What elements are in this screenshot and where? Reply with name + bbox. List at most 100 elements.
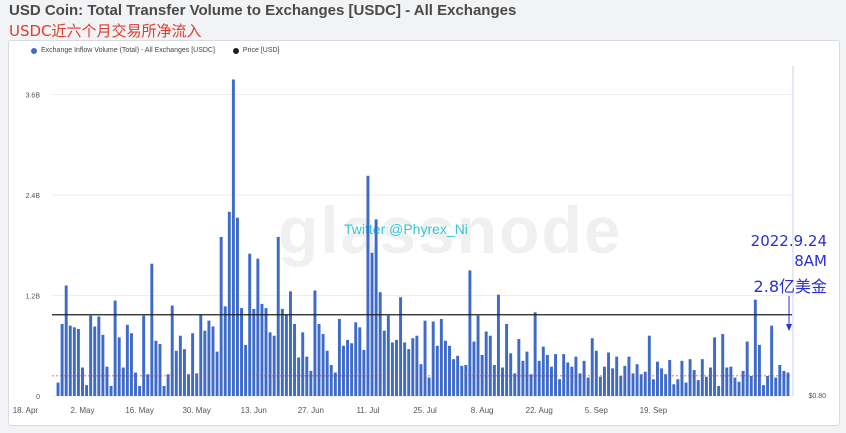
bar (248, 253, 252, 396)
bar (125, 324, 129, 396)
bar (464, 365, 468, 396)
bar (774, 377, 778, 396)
bar (358, 327, 362, 396)
bar (692, 370, 696, 396)
bar (325, 350, 329, 396)
x-tick-label: 19. Sep (640, 406, 668, 415)
bar (594, 350, 598, 396)
bar (676, 379, 680, 396)
bar (431, 321, 435, 396)
bar (154, 340, 158, 396)
bar (574, 356, 578, 396)
watermark-logo: glassnode (278, 193, 623, 267)
bar (366, 175, 370, 396)
bar (651, 379, 655, 396)
bar (529, 374, 533, 396)
bar (733, 377, 737, 396)
bar (395, 339, 398, 396)
bar (684, 382, 688, 396)
bar (142, 315, 146, 396)
x-tick-label: 30. May (182, 406, 210, 415)
bar (562, 354, 566, 396)
bar (60, 323, 64, 396)
bar (778, 365, 782, 396)
bar (280, 308, 284, 396)
bar (668, 359, 672, 396)
bar (354, 322, 358, 396)
x-tick-label: 5. Sep (585, 406, 609, 415)
bar (284, 314, 288, 396)
bar (700, 359, 704, 396)
bar (513, 373, 517, 396)
bar (235, 217, 239, 396)
bar (672, 384, 676, 396)
bar (191, 333, 195, 396)
bar (150, 263, 154, 396)
bar (509, 353, 513, 396)
bar (452, 359, 456, 396)
bar (439, 318, 443, 396)
bar (390, 342, 394, 396)
bar (138, 385, 142, 396)
bar (350, 343, 354, 396)
bar (178, 335, 182, 396)
bar (113, 300, 117, 396)
bar (619, 375, 623, 396)
bar (252, 308, 256, 396)
bar (207, 320, 211, 396)
bar (81, 367, 84, 396)
bar (704, 376, 708, 396)
x-tick-label: 25. Jul (413, 406, 437, 415)
bar (134, 372, 137, 396)
page-title: USD Coin: Total Transfer Volume to Excha… (9, 2, 517, 19)
bar (219, 236, 223, 396)
bar (521, 360, 525, 396)
bar (745, 341, 749, 396)
bar (647, 335, 651, 396)
bar (505, 323, 509, 396)
bar (501, 367, 504, 396)
bar (382, 330, 386, 396)
bar (664, 374, 668, 396)
bar (162, 385, 166, 396)
bar (558, 379, 562, 396)
bar (741, 370, 745, 396)
bar (717, 385, 721, 396)
annotation-arrow-head (786, 324, 792, 331)
legend-dot-price (232, 47, 239, 54)
bar (517, 339, 521, 396)
bar (85, 385, 89, 396)
bar (762, 385, 765, 396)
bar (492, 365, 496, 396)
bar (586, 377, 590, 396)
bar (268, 332, 272, 396)
bar (174, 350, 178, 396)
bar (203, 330, 207, 396)
bar (199, 314, 203, 396)
bar (72, 327, 76, 396)
x-tick-label: 8. Aug (471, 406, 494, 415)
bar (480, 354, 484, 396)
legend-item-price[interactable]: Price [USD] (232, 47, 279, 54)
bar (321, 334, 325, 396)
bar (211, 326, 215, 396)
bar (435, 345, 439, 396)
bar (427, 377, 431, 396)
bar (170, 305, 174, 396)
x-tick-label: 27. Jun (298, 406, 324, 415)
x-tick-label: 2. May (70, 406, 94, 415)
bar (737, 381, 741, 396)
bar (533, 312, 537, 396)
bar (639, 374, 643, 396)
bar (545, 354, 549, 396)
bar (346, 339, 350, 396)
bar (525, 351, 529, 396)
bar (411, 338, 415, 396)
x-tick-label: 11. Jul (356, 406, 379, 415)
bar (570, 366, 574, 396)
y-tick-label: 2.4B (26, 193, 41, 200)
bar (264, 308, 268, 396)
legend-item-inflow[interactable]: Exchange Inflow Volume (Total) - All Exc… (31, 47, 215, 54)
bar (89, 315, 93, 396)
bar (293, 323, 297, 396)
